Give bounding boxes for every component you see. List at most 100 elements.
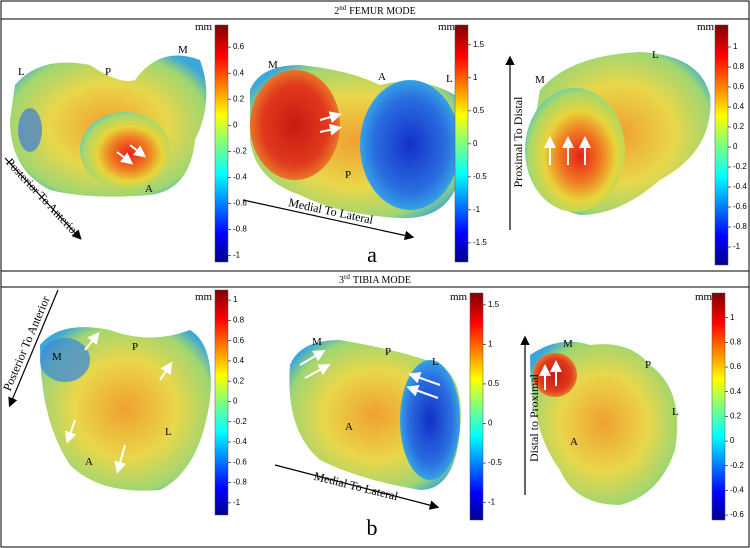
colorbar-tick-label: 0.2	[730, 411, 742, 420]
colorbar-tick-label: 0.4	[233, 68, 245, 77]
colorbar-tick-label: 1	[488, 340, 493, 349]
colorbar-unit: mm	[438, 21, 456, 33]
colorbar-tick-label: 0.2	[233, 94, 245, 103]
anatomical-label: M	[535, 74, 545, 86]
colorbar-unit: mm	[697, 21, 715, 33]
colorbar-tick-label: -1	[733, 242, 741, 251]
anatomical-label: L	[652, 49, 659, 61]
colorbar-tick-label: -1.5	[473, 238, 487, 247]
panel-label: a	[367, 242, 377, 267]
colorbar-tick-label: 0.4	[233, 356, 245, 365]
colorbar-tick-label: 0.4	[733, 102, 745, 111]
colorbar	[469, 292, 484, 521]
header-text: FEMUR MODE	[349, 6, 415, 17]
colorbar-tick-label: 0.8	[733, 62, 745, 71]
colorbar-tick-label: -0.6	[730, 510, 744, 519]
colorbar-tick-label: 0.8	[233, 316, 245, 325]
colorbar-tick-label: 0	[733, 142, 738, 151]
colorbar-tick-label: -0.2	[233, 146, 247, 155]
colorbar-tick-label: 1	[733, 42, 738, 51]
panel-header: 2nd FEMUR MODE	[334, 4, 415, 17]
colorbar-tick-label: -0.2	[733, 162, 747, 171]
anatomical-label: A	[85, 456, 93, 468]
colorbar-tick-label: 0	[473, 139, 478, 148]
colorbar-tick-label: -1	[233, 498, 241, 507]
colorbar-tick-label: -0.4	[233, 172, 247, 181]
colorbar	[214, 24, 229, 263]
colorbar-unit: mm	[695, 291, 713, 303]
anatomical-label: M	[312, 336, 322, 348]
anatomical-label: L	[432, 356, 439, 368]
colorbar-tick-label: 1	[233, 295, 238, 304]
colorbar-tick-label: 0.5	[473, 106, 485, 115]
colorbar-tick-label: 0	[730, 436, 735, 445]
colorbar-tick-label: 0	[233, 397, 238, 406]
anatomical-label: P	[132, 341, 138, 353]
anatomical-label: L	[165, 426, 172, 438]
anatomical-label: P	[105, 66, 111, 78]
colorbar-tick-label: 1	[730, 313, 735, 322]
colorbar-tick-label: -0.8	[233, 225, 247, 234]
header-ordinal: 2	[334, 6, 339, 17]
colorbar-tick-label: 0.6	[730, 362, 742, 371]
colorbar-tick-label: -0.6	[233, 457, 247, 466]
colorbar-unit: mm	[195, 21, 213, 33]
colorbar-tick-label: 0	[488, 419, 493, 428]
bone-renderings	[10, 52, 711, 505]
colorbar	[714, 24, 729, 266]
colorbar	[214, 289, 229, 516]
anatomical-label: P	[345, 169, 351, 181]
colorbar-tick-label: -0.6	[733, 202, 747, 211]
colorbar-tick-label: -1	[473, 205, 481, 214]
colorbar-tick-label: -0.2	[730, 461, 744, 470]
anatomical-label: M	[563, 338, 573, 350]
colorbar-unit: mm	[450, 291, 468, 303]
colorbar-tick-label: 0.4	[730, 387, 742, 396]
colorbar-tick-label: -0.8	[233, 478, 247, 487]
panel-label: b	[367, 515, 378, 540]
anatomical-label: L	[672, 406, 679, 418]
colorbar-tick-label: 1.5	[473, 40, 485, 49]
anatomical-label: M	[178, 44, 188, 56]
colorbar-tick-label: 0.2	[233, 376, 245, 385]
colorbar-tick-label: -0.6	[233, 199, 247, 208]
anatomical-label: P	[645, 359, 651, 371]
header-suffix: nd	[339, 4, 347, 12]
colorbar-tick-label: 0.6	[233, 42, 245, 51]
header-ordinal: 3	[339, 275, 344, 286]
colorbar-tick-label: -0.8	[733, 222, 747, 231]
header-text: TIBIA MODE	[353, 275, 411, 286]
colorbar	[711, 292, 726, 521]
colorbar-tick-label: 0.6	[233, 336, 245, 345]
header-suffix: rd	[344, 273, 350, 281]
anatomical-label: M	[52, 351, 62, 363]
anatomical-label: P	[385, 346, 391, 358]
colorbar-tick-label: 0.8	[730, 337, 742, 346]
colorbar-tick-label: -1	[233, 251, 241, 260]
anatomical-label: A	[570, 436, 578, 448]
anatomical-label: L	[18, 66, 25, 78]
colorbar-tick-label: -0.5	[488, 458, 502, 467]
colorbar-tick-label: 0.6	[733, 82, 745, 91]
colorbar-tick-label: 1	[473, 73, 478, 82]
direction-arrows	[4, 55, 530, 510]
colorbar-tick-label: -0.2	[233, 417, 247, 426]
colorbar-tick-label: -0.4	[730, 486, 744, 495]
anatomical-label: A	[345, 421, 353, 433]
panel-header: 3rd TIBIA MODE	[339, 273, 411, 286]
colorbar-tick-label: 1.5	[488, 300, 500, 309]
anatomical-label: L	[446, 73, 453, 85]
colorbar-tick-label: 0	[233, 120, 238, 129]
direction-label: Distal to Proximal	[527, 373, 541, 462]
colorbar-tick-label: -0.4	[233, 437, 247, 446]
colorbar-unit: mm	[195, 291, 213, 303]
anatomical-label: M	[268, 59, 278, 71]
colorbar-tick-label: -0.5	[473, 172, 487, 181]
direction-label: Proximal To Distal	[511, 96, 525, 188]
colorbar	[454, 24, 469, 263]
colorbar-tick-label: 0.5	[488, 379, 500, 388]
colorbar-tick-label: 0.2	[733, 122, 745, 131]
anatomical-label: A	[378, 71, 386, 83]
